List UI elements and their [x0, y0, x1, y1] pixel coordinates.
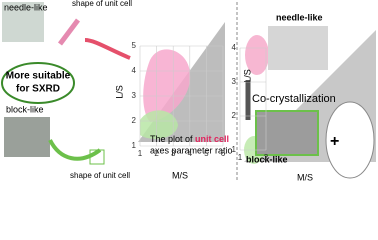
x-tick-label: 2 [264, 153, 269, 162]
x-tick-label: 4 [188, 149, 193, 158]
x-tick-label: 5 [204, 149, 209, 158]
needle-region [245, 35, 269, 75]
needle-label: needle-like [4, 2, 48, 12]
needle-photo [2, 2, 44, 42]
callout-text: More suitable [6, 71, 71, 82]
block-label: block-like [246, 154, 288, 164]
y-tick-label: 1 [132, 141, 137, 150]
x-tick-label: 3 [171, 149, 176, 158]
needle-cell-label: shape of unit cell [72, 0, 132, 8]
needle-region [143, 49, 191, 122]
y-axis-label: L/S [242, 69, 252, 83]
x-tick-label: 1 [138, 149, 143, 158]
y-tick-label: 1 [232, 145, 237, 154]
block-label: block-like [6, 104, 44, 114]
y-tick-label: 3 [232, 77, 237, 86]
needle-cell-icon [58, 18, 80, 46]
block-cell-icon [89, 149, 105, 165]
plot-title: axes parameter ratio [150, 145, 233, 155]
graphical-abstract: needle-like shape of unit cell More suit… [1, 0, 376, 182]
block-photo [255, 110, 319, 156]
plot-title: The plot of unit cell [150, 134, 229, 144]
x-axis-label: M/S [172, 170, 188, 180]
coformer-bubble [325, 101, 375, 179]
block-photo [4, 117, 50, 157]
callout-text: for SXRD [16, 84, 60, 95]
block-cell-label: shape of unit cell [70, 171, 130, 180]
x-axis-label: M/S [297, 172, 313, 182]
callout [1, 62, 75, 104]
y-tick-label: 4 [232, 43, 237, 52]
arrow [84, 38, 131, 60]
y-tick-label: 5 [132, 41, 137, 50]
arrow [48, 139, 102, 161]
y-tick-label: 3 [132, 91, 137, 100]
x-tick-label: 6 [221, 149, 226, 158]
x-tick-label: 1 [238, 153, 243, 162]
plus-sign: + [330, 133, 339, 150]
needle-label: needle-like [276, 12, 323, 22]
x-tick-label: 2 [154, 149, 159, 158]
y-tick-label: 2 [132, 116, 137, 125]
y-axis-label: L/S [114, 85, 124, 99]
y-tick-label: 4 [132, 66, 137, 75]
process-label: Co-crystallization [252, 93, 336, 105]
needle-photo [268, 26, 328, 70]
block-region [140, 110, 178, 139]
y-tick-label: 2 [232, 111, 237, 120]
left-plot [138, 22, 225, 142]
